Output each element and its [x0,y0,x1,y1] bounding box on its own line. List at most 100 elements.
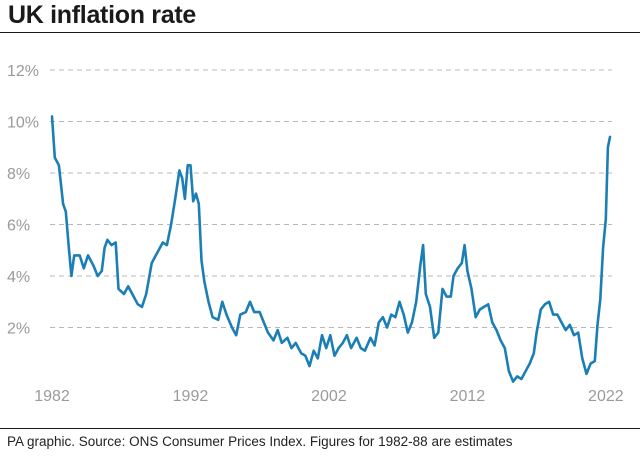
data-point [170,223,173,226]
data-point [602,246,604,249]
data-point [512,380,514,383]
data-point [463,244,466,247]
data-point [294,342,297,344]
data-point [466,269,469,272]
title-divider [0,32,640,33]
data-point [123,293,125,295]
data-point [249,300,251,303]
data-point [272,339,275,342]
data-point [161,241,164,244]
data-point [544,303,546,306]
data-point [186,164,189,167]
data-point [346,334,348,337]
y-tick-label: 10% [7,115,39,132]
data-point [131,293,134,295]
y-tick-label: 4% [7,269,30,286]
data-point [402,313,405,316]
x-tick-label: 1992 [173,388,209,405]
data-point [581,357,584,360]
data-point [355,336,358,339]
data-point [286,336,289,339]
data-point [235,334,238,337]
data-point [382,316,384,319]
y-tick-label: 8% [7,166,30,183]
data-point [441,288,444,290]
data-point [192,200,195,203]
data-point [239,313,242,316]
data-point [217,318,220,321]
x-tick-label: 2022 [588,388,624,405]
data-point [560,321,563,324]
data-point [262,321,265,324]
data-point [178,169,181,172]
data-point [117,288,120,290]
data-point [211,316,214,319]
data-point [312,349,315,352]
data-point [114,241,117,244]
data-point [491,321,494,324]
data-point [267,331,269,334]
data-point [51,115,53,118]
data-point [364,349,366,352]
data-point [92,264,95,267]
data-point [253,311,256,313]
data-point [87,254,89,257]
data-point [607,146,609,149]
data-point [508,370,510,373]
data-point [456,267,459,270]
data-point [460,262,463,264]
data-point [474,316,477,319]
data-point [150,262,153,264]
data-point [333,354,336,357]
x-tick-label: 2002 [311,388,347,405]
data-point [280,342,283,344]
data-point [568,324,571,326]
data-point [195,192,197,195]
data-point [166,244,168,247]
data-point [589,362,592,365]
y-tick-label: 12% [7,63,39,80]
data-point [100,269,103,272]
x-tick-label: 2012 [450,388,486,405]
data-point [596,324,599,326]
data-point [189,164,192,167]
data-point [593,360,596,362]
data-point [406,331,409,334]
data-point [308,365,311,367]
data-point [231,326,233,329]
data-point [548,300,550,303]
chart-title: UK inflation rate [8,1,196,29]
data-point [58,164,60,167]
data-point [127,285,130,288]
data-point [424,293,427,295]
data-point [136,303,139,306]
data-point [258,311,261,313]
data-point [96,275,99,277]
data-point [321,334,323,337]
data-point [373,344,376,347]
data-point [276,329,279,331]
data-point [110,244,113,247]
data-point [103,246,106,249]
data-point [535,331,538,334]
data-point [609,136,611,138]
data-point [359,347,362,349]
data-point [304,354,307,357]
data-point [82,267,85,270]
data-point [67,244,70,247]
data-point [483,306,485,308]
data-point [499,339,502,342]
data-point [197,203,200,205]
data-point [516,375,519,378]
data-point [452,275,455,277]
data-point [524,370,527,373]
data-point [552,313,555,316]
data-point [337,347,340,349]
data-point [174,197,177,200]
data-point [316,357,319,360]
data-point [419,264,422,267]
series-line-0 [50,115,612,383]
data-point [422,244,424,247]
data-point [386,326,388,329]
data-point [300,352,303,355]
